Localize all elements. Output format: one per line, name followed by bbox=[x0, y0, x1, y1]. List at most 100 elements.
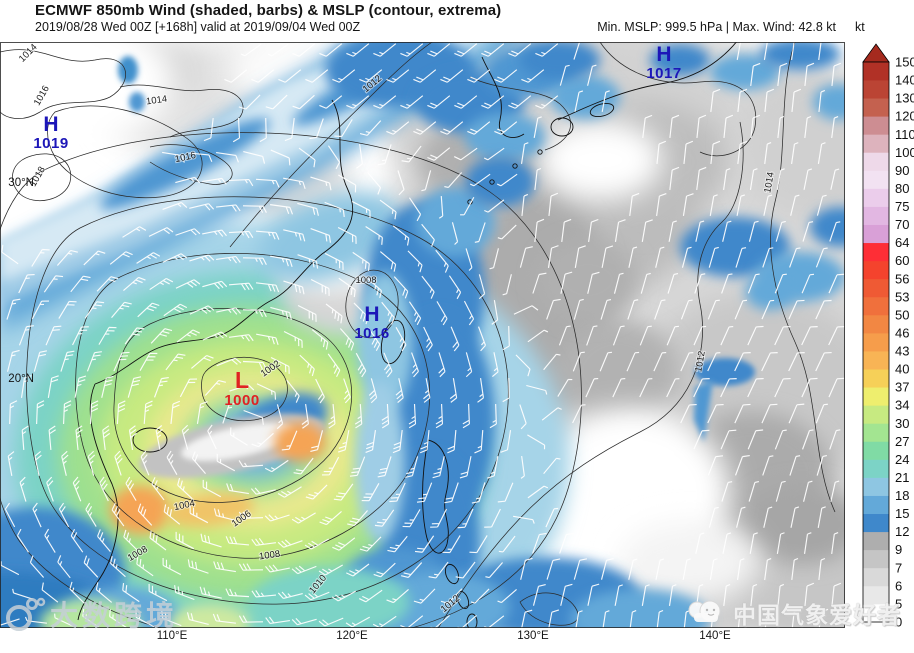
coastline-islet bbox=[512, 163, 518, 169]
colorbar-band bbox=[863, 224, 889, 244]
longitude-tick-label: 120°E bbox=[336, 630, 368, 642]
pressure-high-marker: H 1017 bbox=[646, 44, 681, 81]
watermark-bottom-left: 大数跨境 bbox=[4, 594, 178, 634]
contour-label: 1014 bbox=[762, 171, 777, 194]
wind-speed-colorbar: 0567912151821242730343740434650535660647… bbox=[862, 43, 914, 630]
extremum-value: 1017 bbox=[646, 65, 682, 82]
colorbar-band bbox=[863, 314, 889, 334]
colorbar-band bbox=[863, 459, 889, 478]
extremum-value: 1016 bbox=[354, 325, 390, 342]
contour-label: 1008 bbox=[355, 275, 376, 286]
colorbar-tick-label: 120 bbox=[895, 109, 914, 124]
colorbar-band bbox=[863, 441, 889, 460]
longitude-tick-label: 140°E bbox=[699, 630, 731, 642]
colorbar-band bbox=[863, 152, 889, 171]
colorbar-band bbox=[863, 477, 889, 496]
isobar bbox=[12, 153, 72, 202]
colorbar-tick-label: 64 bbox=[895, 235, 909, 250]
colorbar-tick-label: 9 bbox=[895, 542, 902, 557]
colorbar-tick-label: 100 bbox=[895, 145, 914, 160]
colorbar-band bbox=[863, 585, 889, 605]
colorbar-arrow bbox=[862, 43, 890, 63]
colorbar-band bbox=[863, 513, 889, 533]
colorbar-band bbox=[863, 603, 889, 623]
contour-label: 1004 bbox=[173, 498, 196, 513]
coastline bbox=[481, 56, 525, 138]
wind-barbs-layer bbox=[0, 42, 845, 628]
colorbar-band bbox=[863, 567, 889, 587]
colorbar-tick-label: 150 bbox=[895, 55, 914, 70]
colorbar-band bbox=[863, 188, 889, 207]
colorbar-tick-label: 18 bbox=[895, 488, 909, 503]
latitude-tick-label: 20°N bbox=[8, 373, 34, 385]
isobar bbox=[345, 269, 399, 339]
coastlines-layer bbox=[77, 42, 737, 628]
colorbar-tick-label: 130 bbox=[895, 91, 914, 106]
chart-run-subtitle: 2019/08/28 Wed 00Z [+168h] valid at 2019… bbox=[35, 20, 361, 34]
isobar bbox=[437, 121, 744, 628]
isobar bbox=[229, 42, 433, 248]
colorbar-band bbox=[863, 134, 889, 153]
contour-label: 1014 bbox=[145, 94, 167, 108]
colorbar-tick-label: 12 bbox=[895, 524, 909, 539]
colorbar-tick-label: 27 bbox=[895, 434, 909, 449]
colorbar-tick-label: 53 bbox=[895, 289, 909, 304]
coastline bbox=[77, 383, 119, 621]
colorbar-band bbox=[863, 80, 889, 99]
colorbar-band bbox=[863, 116, 889, 135]
watermark-left-text: 大数跨境 bbox=[50, 600, 179, 631]
colorbar-tick-label: 56 bbox=[895, 271, 909, 286]
coastline-hainan bbox=[132, 427, 168, 453]
watermark-right-text: 中国气象爱好者 bbox=[733, 602, 901, 628]
isobar bbox=[599, 42, 757, 157]
coastline bbox=[422, 439, 449, 554]
colorbar-band bbox=[863, 531, 889, 551]
contour-label: 1012 bbox=[693, 350, 708, 373]
coastline bbox=[557, 42, 737, 121]
colorbar-tick-label: 140 bbox=[895, 73, 914, 88]
weather-map: 1014101610181014101610121014100810021004… bbox=[0, 42, 845, 628]
colorbar-tick-label: 80 bbox=[895, 181, 909, 196]
isobar bbox=[47, 105, 203, 199]
longitude-tick-label: 130°E bbox=[517, 630, 549, 642]
contour-label: 1008 bbox=[258, 549, 280, 563]
colorbar-tick-label: 70 bbox=[895, 217, 909, 232]
colorbar-band bbox=[863, 296, 889, 316]
coastline-island bbox=[550, 117, 574, 137]
colorbar-band bbox=[863, 278, 889, 298]
extrema-stats: Min. MSLP: 999.5 hPa | Max. Wind: 42.8 k… bbox=[597, 20, 836, 34]
colorbar-tick-label: 34 bbox=[895, 398, 909, 413]
longitude-tick-label: 110°E bbox=[156, 630, 188, 642]
isobar bbox=[0, 132, 582, 628]
latitude-tick-label: 30°N bbox=[8, 177, 34, 189]
colorbar-band bbox=[863, 62, 889, 81]
extremum-value: 1000 bbox=[224, 392, 260, 409]
coastline-islet bbox=[537, 149, 543, 155]
colorbar-tick-label: 110 bbox=[895, 127, 914, 142]
colorbar-tick-label: 50 bbox=[895, 307, 909, 322]
colorbar-tick-label: 37 bbox=[895, 380, 909, 395]
colorbar-band bbox=[863, 170, 889, 189]
cloud-mascot-icon bbox=[688, 600, 721, 622]
isobar bbox=[201, 356, 288, 422]
colorbar-tick-label: 0 bbox=[895, 615, 902, 630]
colorbar-tick-label: 40 bbox=[895, 362, 909, 377]
pressure-high-marker: H 1019 bbox=[33, 114, 68, 151]
colorbar-band bbox=[863, 423, 889, 442]
isobar bbox=[519, 592, 579, 626]
extremum-value: 1019 bbox=[33, 135, 69, 152]
colorbar-tick-label: 21 bbox=[895, 470, 909, 485]
colorbar-tick-label: 5 bbox=[895, 596, 902, 611]
colorbar-band bbox=[863, 206, 889, 225]
colorbar-band bbox=[863, 98, 889, 117]
extremum-letter: H bbox=[364, 303, 380, 326]
colorbar-tick-label: 6 bbox=[895, 578, 902, 593]
colorbar-band bbox=[863, 387, 889, 406]
watermark-left-logo-icon bbox=[6, 597, 46, 631]
coastline-island bbox=[589, 102, 615, 118]
isobar bbox=[119, 84, 244, 138]
watermark-bottom-right: 中国气象爱好者 bbox=[686, 596, 901, 630]
map-frame bbox=[0, 42, 845, 628]
colorbar-band bbox=[863, 332, 889, 352]
